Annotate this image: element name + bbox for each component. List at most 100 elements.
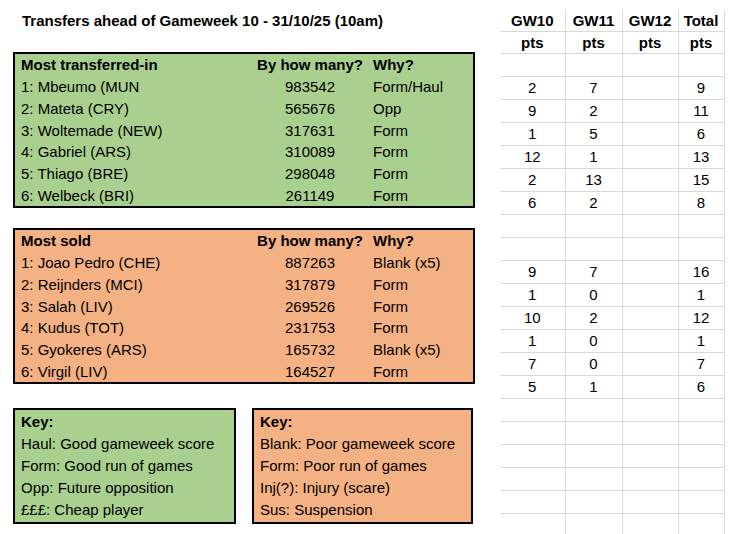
- points-cell[interactable]: 2: [565, 192, 622, 215]
- player-why-cell[interactable]: Form/Haul: [373, 78, 473, 95]
- player-name-cell[interactable]: 3: Woltemade (NEW): [15, 122, 247, 139]
- points-cell[interactable]: 6: [678, 376, 724, 399]
- points-cell[interactable]: 9: [500, 261, 565, 284]
- player-name-cell[interactable]: 1: Joao Pedro (CHE): [15, 254, 247, 271]
- col-header-total[interactable]: Total: [678, 10, 724, 32]
- col-subheader-gw10[interactable]: pts: [500, 32, 565, 54]
- col-header-gw12[interactable]: GW12: [622, 10, 678, 32]
- points-cell[interactable]: 1: [500, 284, 565, 307]
- points-cell[interactable]: [622, 146, 678, 169]
- points-cell[interactable]: 9: [500, 100, 565, 123]
- player-count-cell[interactable]: 164527: [247, 363, 373, 380]
- points-cell[interactable]: 0: [565, 353, 622, 376]
- points-cell[interactable]: 8: [678, 192, 724, 215]
- player-name-cell[interactable]: 3: Salah (LIV): [15, 298, 247, 315]
- points-cell[interactable]: 7: [678, 353, 724, 376]
- points-cell[interactable]: 12: [678, 307, 724, 330]
- header-most-sold[interactable]: Most sold: [15, 232, 247, 249]
- points-cell[interactable]: 0: [565, 284, 622, 307]
- points-cell[interactable]: 9: [678, 77, 724, 100]
- points-cell[interactable]: [622, 307, 678, 330]
- points-cell[interactable]: 10: [500, 307, 565, 330]
- points-cell[interactable]: [622, 261, 678, 284]
- points-cell[interactable]: 1: [678, 284, 724, 307]
- grid-row-empty: [500, 54, 724, 77]
- points-cell[interactable]: [622, 192, 678, 215]
- points-cell[interactable]: [622, 100, 678, 123]
- player-count-cell[interactable]: 983542: [247, 78, 373, 95]
- player-why-cell[interactable]: Blank (x5): [373, 341, 473, 358]
- points-cell[interactable]: 7: [565, 261, 622, 284]
- player-why-cell[interactable]: Form: [373, 187, 473, 204]
- points-cell[interactable]: 6: [500, 192, 565, 215]
- points-cell[interactable]: 0: [565, 330, 622, 353]
- player-name-cell[interactable]: 5: Gyokeres (ARS): [15, 341, 247, 358]
- player-why-cell[interactable]: Form: [373, 319, 473, 336]
- player-name-cell[interactable]: 6: Virgil (LIV): [15, 363, 247, 380]
- player-why-cell[interactable]: Blank (x5): [373, 254, 473, 271]
- player-why-cell[interactable]: Form: [373, 298, 473, 315]
- player-count-cell[interactable]: 269526: [247, 298, 373, 315]
- points-cell[interactable]: 1: [500, 330, 565, 353]
- points-cell[interactable]: 2: [565, 307, 622, 330]
- player-name-cell[interactable]: 2: Mateta (CRY): [15, 100, 247, 117]
- points-cell[interactable]: 13: [678, 146, 724, 169]
- col-subheader-gw12[interactable]: pts: [622, 32, 678, 54]
- player-why-cell[interactable]: Form: [373, 143, 473, 160]
- player-name-cell[interactable]: 5: Thiago (BRE): [15, 165, 247, 182]
- points-cell[interactable]: 7: [500, 353, 565, 376]
- points-cell[interactable]: 2: [500, 169, 565, 192]
- points-cell[interactable]: 12: [500, 146, 565, 169]
- player-why-cell[interactable]: Form: [373, 276, 473, 293]
- player-count-cell[interactable]: 317631: [247, 122, 373, 139]
- header-most-transferred-in[interactable]: Most transferred-in: [15, 56, 247, 73]
- points-cell[interactable]: [622, 330, 678, 353]
- points-cell[interactable]: 15: [678, 169, 724, 192]
- player-why-cell[interactable]: Form: [373, 363, 473, 380]
- points-cell[interactable]: 2: [500, 77, 565, 100]
- header-why[interactable]: Why?: [373, 232, 473, 249]
- col-subheader-gw11[interactable]: pts: [565, 32, 622, 54]
- points-cell[interactable]: 5: [500, 376, 565, 399]
- points-cell[interactable]: 6: [678, 123, 724, 146]
- points-cell[interactable]: 1: [500, 123, 565, 146]
- player-row: 3: Salah (LIV) 269526 Form: [15, 295, 473, 317]
- points-cell[interactable]: 11: [678, 100, 724, 123]
- col-subheader-total[interactable]: pts: [678, 32, 724, 54]
- player-why-cell[interactable]: Form: [373, 122, 473, 139]
- col-header-gw10[interactable]: GW10: [500, 10, 565, 32]
- player-name-cell[interactable]: 2: Reijnders (MCI): [15, 276, 247, 293]
- points-cell[interactable]: 1: [565, 146, 622, 169]
- points-cell[interactable]: [622, 376, 678, 399]
- player-count-cell[interactable]: 231753: [247, 319, 373, 336]
- header-by-how-many[interactable]: By how many?: [247, 56, 373, 73]
- points-cell[interactable]: 16: [678, 261, 724, 284]
- header-why[interactable]: Why?: [373, 56, 473, 73]
- points-cell[interactable]: 5: [565, 123, 622, 146]
- points-cell[interactable]: 13: [565, 169, 622, 192]
- points-cell[interactable]: 1: [565, 376, 622, 399]
- player-name-cell[interactable]: 4: Kudus (TOT): [15, 319, 247, 336]
- player-name-cell[interactable]: 4: Gabriel (ARS): [15, 143, 247, 160]
- player-name-cell[interactable]: 6: Welbeck (BRI): [15, 187, 247, 204]
- points-cell[interactable]: 1: [678, 330, 724, 353]
- points-cell[interactable]: [622, 77, 678, 100]
- points-cell[interactable]: [622, 284, 678, 307]
- player-why-cell[interactable]: Opp: [373, 100, 473, 117]
- player-why-cell[interactable]: Form: [373, 165, 473, 182]
- player-count-cell[interactable]: 317879: [247, 276, 373, 293]
- player-count-cell[interactable]: 565676: [247, 100, 373, 117]
- points-cell[interactable]: [622, 169, 678, 192]
- player-count-cell[interactable]: 261149: [247, 187, 373, 204]
- player-count-cell[interactable]: 165732: [247, 341, 373, 358]
- player-count-cell[interactable]: 887263: [247, 254, 373, 271]
- player-count-cell[interactable]: 298048: [247, 165, 373, 182]
- points-cell[interactable]: [622, 353, 678, 376]
- header-by-how-many[interactable]: By how many?: [247, 232, 373, 249]
- col-header-gw11[interactable]: GW11: [565, 10, 622, 32]
- player-name-cell[interactable]: 1: Mbeumo (MUN: [15, 78, 247, 95]
- player-count-cell[interactable]: 310089: [247, 143, 373, 160]
- points-cell[interactable]: [622, 123, 678, 146]
- points-cell[interactable]: 7: [565, 77, 622, 100]
- points-cell[interactable]: 2: [565, 100, 622, 123]
